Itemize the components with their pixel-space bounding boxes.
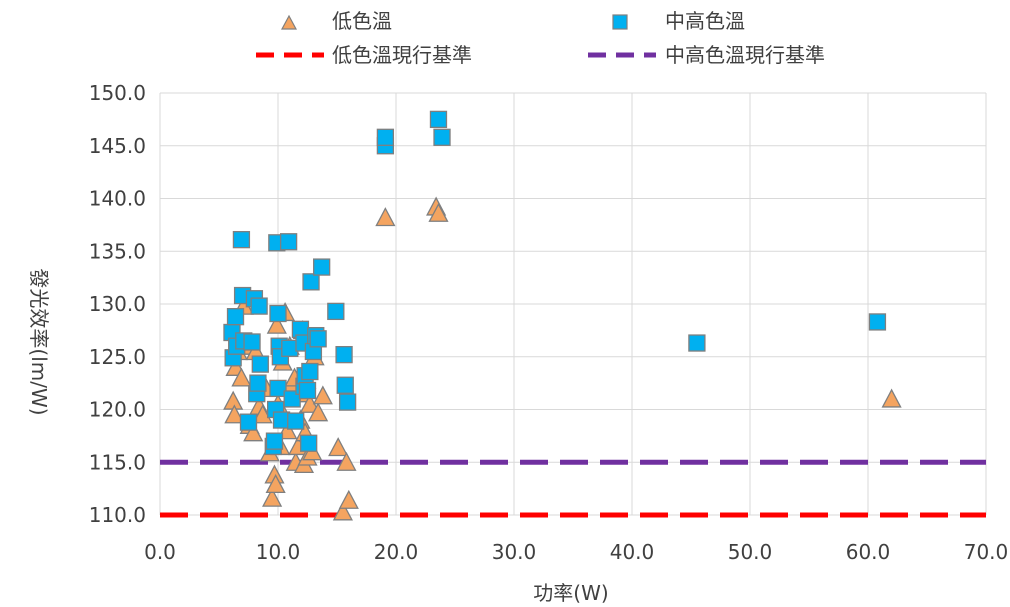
legend-label-mid-high-cct-baseline: 中高色溫現行基準 — [665, 43, 825, 67]
x-tick-label: 70.0 — [964, 540, 1009, 564]
legend-item-low-cct-baseline: 低色溫現行基準 — [256, 43, 472, 67]
low-cct-point — [223, 390, 244, 410]
low-cct-point — [375, 207, 396, 227]
grid-lines — [159, 92, 987, 516]
y-tick-label: 120.0 — [89, 398, 146, 422]
mid-high-cct-point — [302, 273, 320, 291]
low-cct-point — [881, 388, 902, 408]
mid-high-cct-point — [279, 233, 298, 251]
reference-lines — [160, 459, 986, 518]
x-tick-label: 10.0 — [256, 540, 301, 564]
low-cct-point — [338, 489, 359, 509]
x-tick-label: 50.0 — [728, 540, 773, 564]
legend-label-low-cct: 低色溫 — [332, 9, 392, 33]
y-tick-label: 140.0 — [89, 187, 146, 211]
mid-high-cct-point — [313, 258, 331, 276]
x-tick-label: 40.0 — [610, 540, 655, 564]
mid-high-cct-point — [243, 333, 261, 351]
y-tick-label: 150.0 — [89, 81, 146, 105]
mid-high-cct-point — [251, 355, 269, 373]
mid-high-cct-point — [239, 413, 258, 431]
x-axis-title: 功率(W) — [533, 581, 608, 605]
mid-high-cct-point — [429, 110, 448, 129]
low-cct-point — [231, 367, 252, 387]
mid-high-cct-point — [433, 128, 451, 146]
x-axis-ticks: 0.0 10.0 20.0 30.0 40.0 50.0 60.0 70.0 — [144, 540, 1008, 564]
legend: 低色溫 中高色溫 低色溫現行基準 中高色溫現行基準 — [256, 9, 825, 67]
mid-high-cct-point — [250, 297, 268, 315]
y-tick-label: 115.0 — [89, 450, 146, 474]
legend-item-mid-high-cct-baseline: 中高色溫現行基準 — [588, 43, 825, 67]
y-axis-ticks: 110.0 115.0 120.0 125.0 130.0 135.0 140.0 145.0… — [89, 81, 146, 527]
data-points — [223, 110, 902, 521]
y-tick-label: 135.0 — [89, 239, 146, 263]
legend-item-low-cct: 低色溫 — [280, 9, 392, 33]
mid-high-cct-point — [269, 379, 287, 398]
mid-high-cct-point — [226, 308, 245, 326]
y-tick-label: 145.0 — [89, 134, 146, 158]
legend-item-mid-high-cct: 中高色溫 — [612, 9, 745, 33]
y-tick-label: 130.0 — [89, 292, 146, 316]
legend-square-marker — [612, 14, 628, 30]
low-cct-point — [336, 451, 357, 471]
mid-high-cct-point — [300, 434, 318, 452]
mid-high-cct-point — [298, 381, 317, 400]
mid-high-cct-point — [309, 330, 327, 348]
y-tick-label: 110.0 — [89, 503, 146, 527]
low-cct-point — [332, 501, 353, 521]
x-tick-label: 30.0 — [492, 540, 537, 564]
mid-high-cct-point — [688, 334, 706, 352]
y-tick-label: 125.0 — [89, 345, 146, 369]
mid-high-cct-point — [868, 313, 887, 331]
mid-high-cct-point — [265, 432, 284, 450]
low-cct-point — [243, 422, 264, 442]
low-cct-point — [428, 202, 449, 222]
mid-high-cct-point — [287, 412, 305, 430]
y-axis-title: 發光效率(lm/W) — [27, 268, 51, 415]
mid-high-cct-point — [376, 128, 395, 146]
low-cct-point — [266, 314, 287, 334]
mid-high-cct-point — [232, 230, 251, 249]
legend-label-low-cct-baseline: 低色溫現行基準 — [332, 43, 472, 67]
mid-high-cct-point — [338, 393, 357, 411]
low-cct-point — [308, 402, 329, 422]
mid-high-cct-point — [335, 345, 353, 364]
mid-high-cct-point — [249, 374, 267, 392]
mid-high-cct-point — [301, 362, 319, 381]
x-tick-label: 20.0 — [374, 540, 419, 564]
legend-label-mid-high-cct: 中高色溫 — [665, 9, 745, 33]
low-cct-point — [224, 404, 245, 424]
mid-high-cct-point — [269, 304, 287, 323]
low-cct-point — [262, 487, 283, 507]
mid-high-cct-point — [336, 376, 354, 394]
low-cct-point — [328, 437, 349, 457]
low-cct-point — [312, 385, 333, 405]
x-tick-label: 0.0 — [144, 540, 176, 564]
legend-triangle-marker — [280, 14, 298, 30]
x-tick-label: 60.0 — [846, 540, 891, 564]
mid-high-cct-point — [327, 302, 345, 321]
low-cct-point — [265, 474, 286, 494]
